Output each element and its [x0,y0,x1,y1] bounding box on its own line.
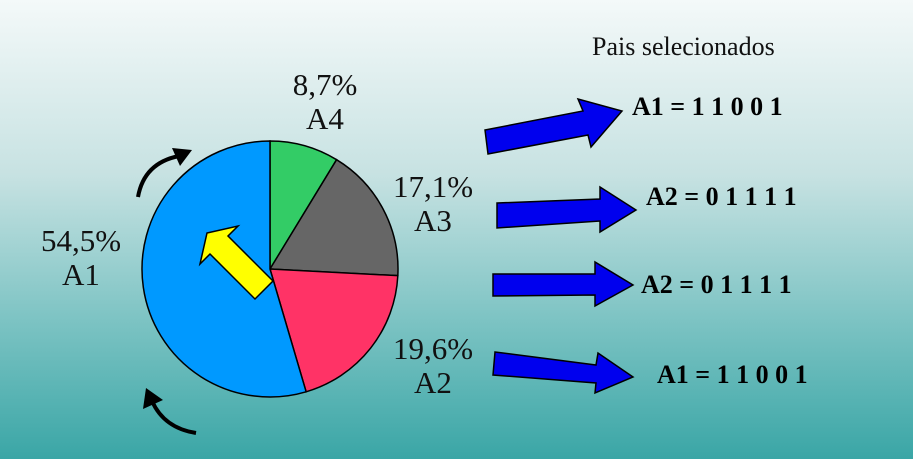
slice-label-a1: 54,5% A1 [28,224,134,292]
rotation-arrow-icon [136,154,180,198]
rotation-arrow-icon [150,400,197,435]
slice-percent-a2: 19,6% [392,331,474,366]
selection-arrow-icon [492,260,635,308]
slice-label-a4: 8,7% A4 [272,68,378,136]
selected-parent-2: A2 = 0 1 1 1 1 [646,182,797,211]
slice-name-a4: A4 [306,101,344,136]
roulette-wheel [141,140,399,398]
slice-percent-a1: 54,5% [40,223,122,258]
selected-parent-3: A2 = 0 1 1 1 1 [641,270,792,299]
selection-arrow-icon [492,351,635,395]
slice-label-a3: 17,1% A3 [378,170,488,238]
slice-name-a2: A2 [414,365,452,400]
pointer-arrow-icon [198,224,275,301]
slice-percent-a3: 17,1% [392,169,474,204]
selection-arrow-icon [484,97,624,155]
slice-percent-a4: 8,7% [292,67,358,102]
pie-slice-a3 [268,158,399,277]
pie-slice-a2 [268,268,399,393]
slice-name-a1: A1 [62,257,100,292]
selected-parent-4: A1 = 1 1 0 0 1 [657,360,808,389]
slice-label-a2: 19,6% A2 [378,332,488,400]
rotation-arrow-icon-head [172,148,192,166]
rotation-arrow-icon-head [143,388,163,409]
slice-name-a3: A3 [414,203,452,238]
selection-arrow-icon [496,185,638,234]
selected-parents-title: Pais selecionados [592,32,775,61]
selected-parent-1: A1 = 1 1 0 0 1 [632,92,783,121]
